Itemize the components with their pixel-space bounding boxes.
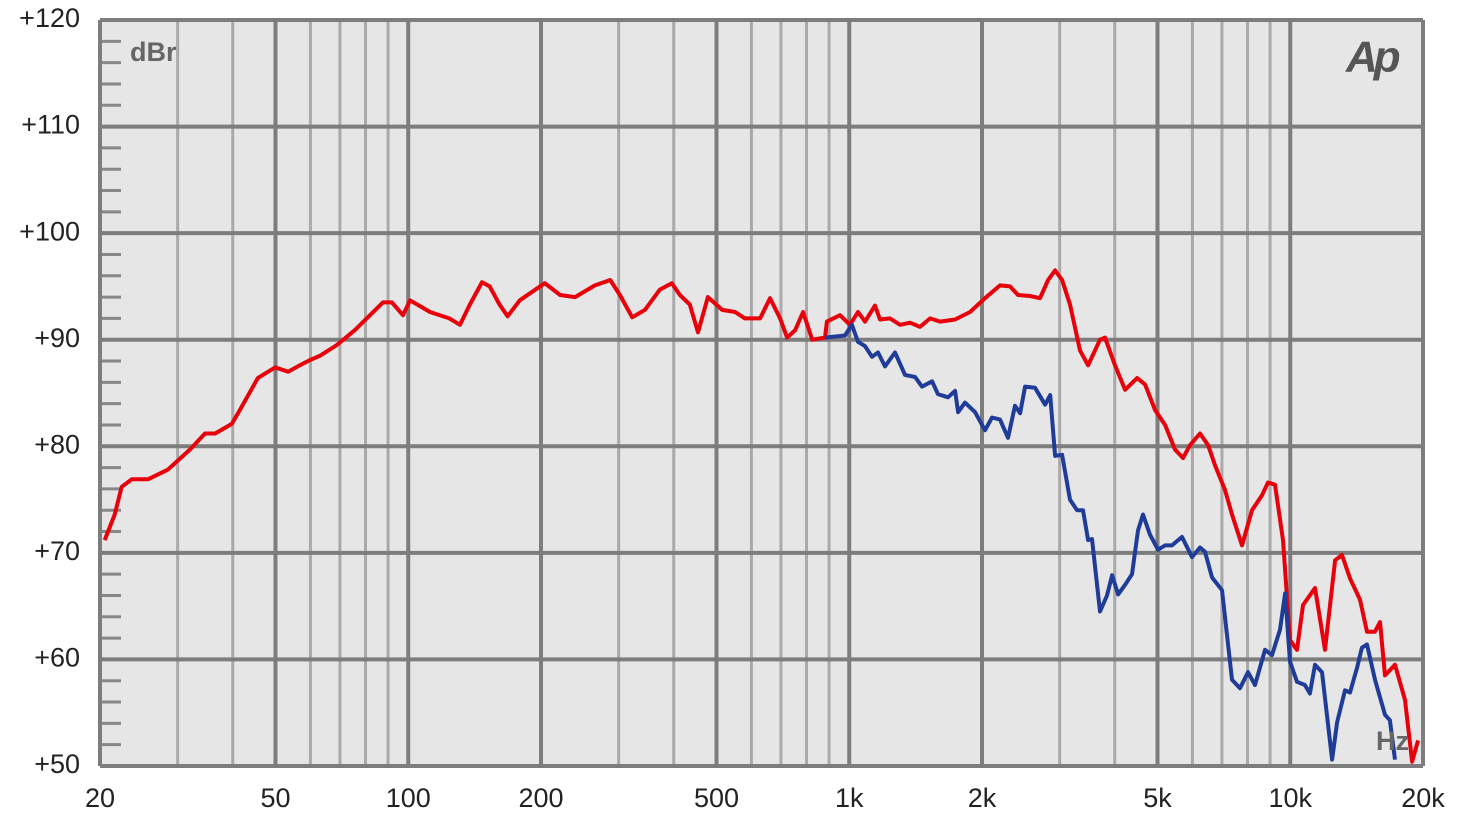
series <box>102 268 1421 764</box>
series-line <box>102 268 1421 764</box>
y-unit: dBr <box>130 37 177 67</box>
plot-area <box>100 20 1423 766</box>
y-tick-label: +70 <box>34 536 80 566</box>
x-tick-label: 20 <box>85 783 115 813</box>
grid <box>98 18 1425 768</box>
logo: Ap <box>1345 33 1400 82</box>
x-tick-label: 10k <box>1268 783 1312 813</box>
x-tick-label: 1k <box>835 783 864 813</box>
x-tick-label: 5k <box>1143 783 1172 813</box>
x-tick-label: 100 <box>386 783 431 813</box>
series-line <box>824 322 1397 762</box>
y-tick-label: +100 <box>19 216 80 246</box>
y-tick-label: +80 <box>34 429 80 459</box>
y-tick-label: +50 <box>34 749 80 779</box>
x-tick-label: 500 <box>694 783 739 813</box>
y-tick-label: +110 <box>21 110 80 140</box>
labels: +50 +60 +70 +80 +90 +100 +110 +120 20 50 100 200 500… <box>19 3 1445 813</box>
x-unit: Hz <box>1376 726 1409 756</box>
y-tick-label: +60 <box>34 643 80 673</box>
x-tick-label: 2k <box>968 783 997 813</box>
y-tick-label: +120 <box>19 3 80 33</box>
x-tick-label: 50 <box>260 783 290 813</box>
y-tick-label: +90 <box>34 323 80 353</box>
x-tick-label: 200 <box>518 783 563 813</box>
x-tick-label: 20k <box>1401 783 1445 813</box>
